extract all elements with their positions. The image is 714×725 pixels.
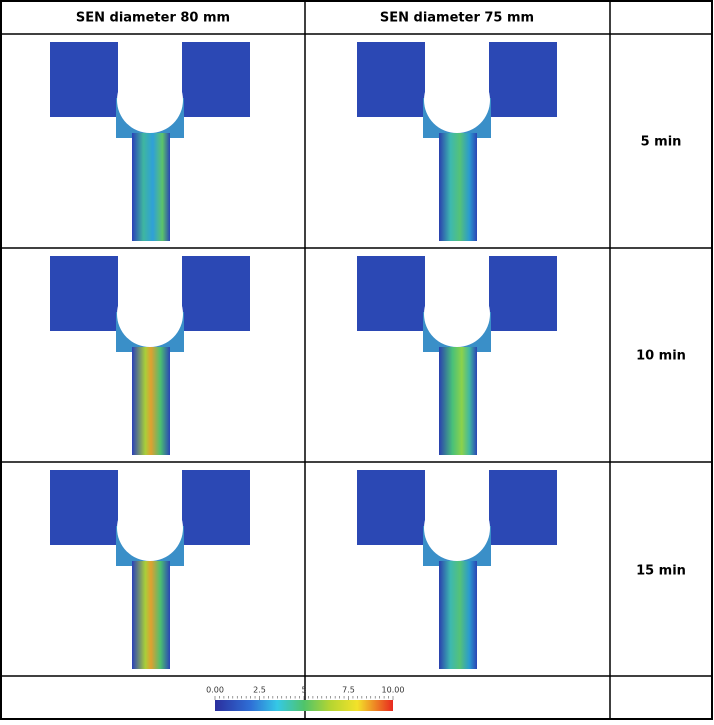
stem: [132, 347, 170, 455]
mold-right: [489, 42, 557, 117]
mold-right: [489, 256, 557, 331]
gap: [425, 254, 489, 314]
gap: [118, 254, 182, 314]
gap: [118, 40, 182, 100]
row-label: 5 min: [641, 135, 682, 150]
mold-right: [489, 470, 557, 545]
column-header: SEN diameter 80 mm: [76, 11, 230, 26]
colorbar-tick-label: 2.5: [253, 686, 266, 695]
stem: [439, 133, 477, 241]
mold-left: [357, 42, 425, 117]
simulation-image: [50, 468, 250, 669]
row-label: 15 min: [636, 564, 686, 579]
column-header: SEN diameter 75 mm: [380, 11, 534, 26]
simulation-image: [357, 254, 557, 455]
mold-right: [182, 256, 250, 331]
mold-right: [182, 42, 250, 117]
row-label: 10 min: [636, 349, 686, 364]
colorbar-tick-label: 10.00: [382, 686, 405, 695]
simulation-image: [50, 40, 250, 241]
colorbar-tick-label: 0.00: [206, 686, 224, 695]
gap: [425, 40, 489, 100]
simulation-image: [50, 254, 250, 455]
colorbar-tick-label: 5: [301, 686, 306, 695]
stem: [439, 347, 477, 455]
stem: [132, 133, 170, 241]
mold-left: [357, 470, 425, 545]
gap: [425, 468, 489, 528]
stem: [439, 561, 477, 669]
gap: [118, 468, 182, 528]
mold-left: [50, 256, 118, 331]
simulation-image: [357, 40, 557, 241]
mold-left: [357, 256, 425, 331]
simulation-image: [357, 468, 557, 669]
colorbar: [215, 700, 393, 711]
mold-left: [50, 42, 118, 117]
colorbar-tick-label: 7.5: [342, 686, 355, 695]
mold-right: [182, 470, 250, 545]
mold-left: [50, 470, 118, 545]
stem: [132, 561, 170, 669]
